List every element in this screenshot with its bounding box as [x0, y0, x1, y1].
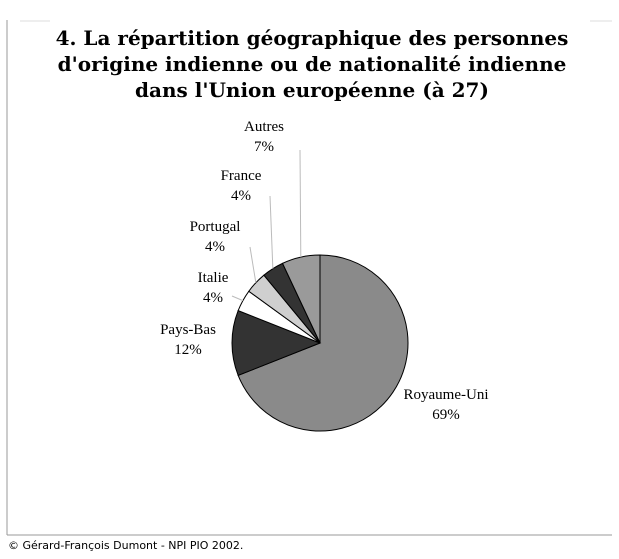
slice-label: Autres [244, 119, 284, 135]
slice-label: France [221, 168, 262, 184]
chart-title: dans l'Union européenne (à 27) [135, 78, 489, 102]
slice-label: Royaume-Uni [404, 387, 489, 403]
chart-title: d'origine indienne ou de nationalité ind… [58, 52, 567, 76]
slice-label: Portugal [190, 219, 241, 235]
slice-value: 4% [205, 239, 225, 255]
slice-value: 69% [432, 407, 460, 423]
slice-label: Italie [198, 270, 229, 286]
leader-line [249, 246, 257, 283]
slice-value: 4% [203, 290, 223, 306]
slice-label: Pays-Bas [160, 322, 216, 338]
leader-line [299, 149, 302, 258]
source: © Gérard-François Dumont - NPI PIO 2002. [8, 539, 243, 552]
chart-title: 4. La répartition géographique des perso… [56, 26, 569, 50]
pie-slice [231, 309, 322, 377]
slice-value: 7% [254, 139, 274, 155]
pie-slice [281, 254, 321, 344]
slice-value: 4% [231, 188, 251, 204]
slice-value: 12% [174, 342, 202, 358]
leader-line [269, 195, 274, 269]
leader-line [231, 295, 244, 302]
pie-slice [237, 254, 409, 432]
